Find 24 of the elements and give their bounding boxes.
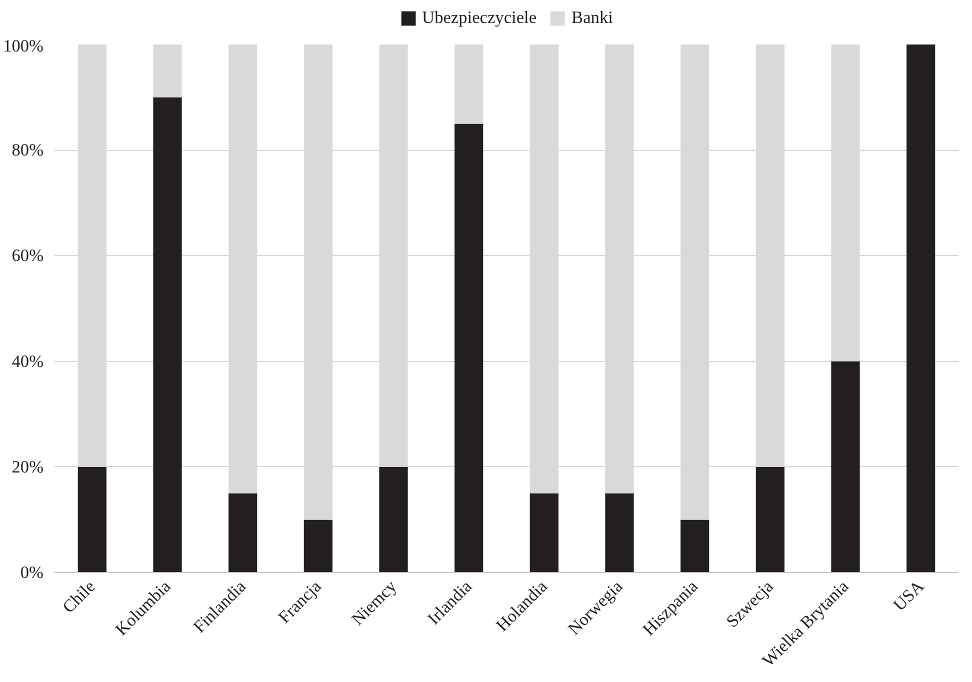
x-tick-label: USA	[890, 576, 928, 615]
bar	[906, 44, 936, 572]
bar	[454, 44, 484, 124]
y-tick-label: 80%	[12, 140, 44, 160]
bar	[680, 520, 710, 572]
bar	[454, 124, 484, 572]
bar	[153, 44, 182, 98]
bar	[153, 97, 182, 572]
bar	[756, 466, 784, 572]
y-tick-label: 20%	[12, 457, 44, 476]
y-tick-label: 0%	[20, 563, 44, 582]
bar	[605, 493, 634, 572]
y-tick-label: 60%	[12, 246, 44, 266]
legend-label: Banki	[572, 8, 613, 28]
bar	[831, 361, 860, 572]
bar	[78, 466, 106, 572]
bar	[304, 520, 332, 572]
y-tick-label: 100%	[3, 36, 44, 56]
legend-label: Ubezpieczyciele	[422, 8, 537, 28]
bar	[530, 493, 558, 572]
bar	[379, 466, 408, 572]
x-tick-label: Chile	[58, 576, 100, 617]
bar	[228, 493, 258, 572]
y-tick-label: 40%	[12, 352, 44, 371]
